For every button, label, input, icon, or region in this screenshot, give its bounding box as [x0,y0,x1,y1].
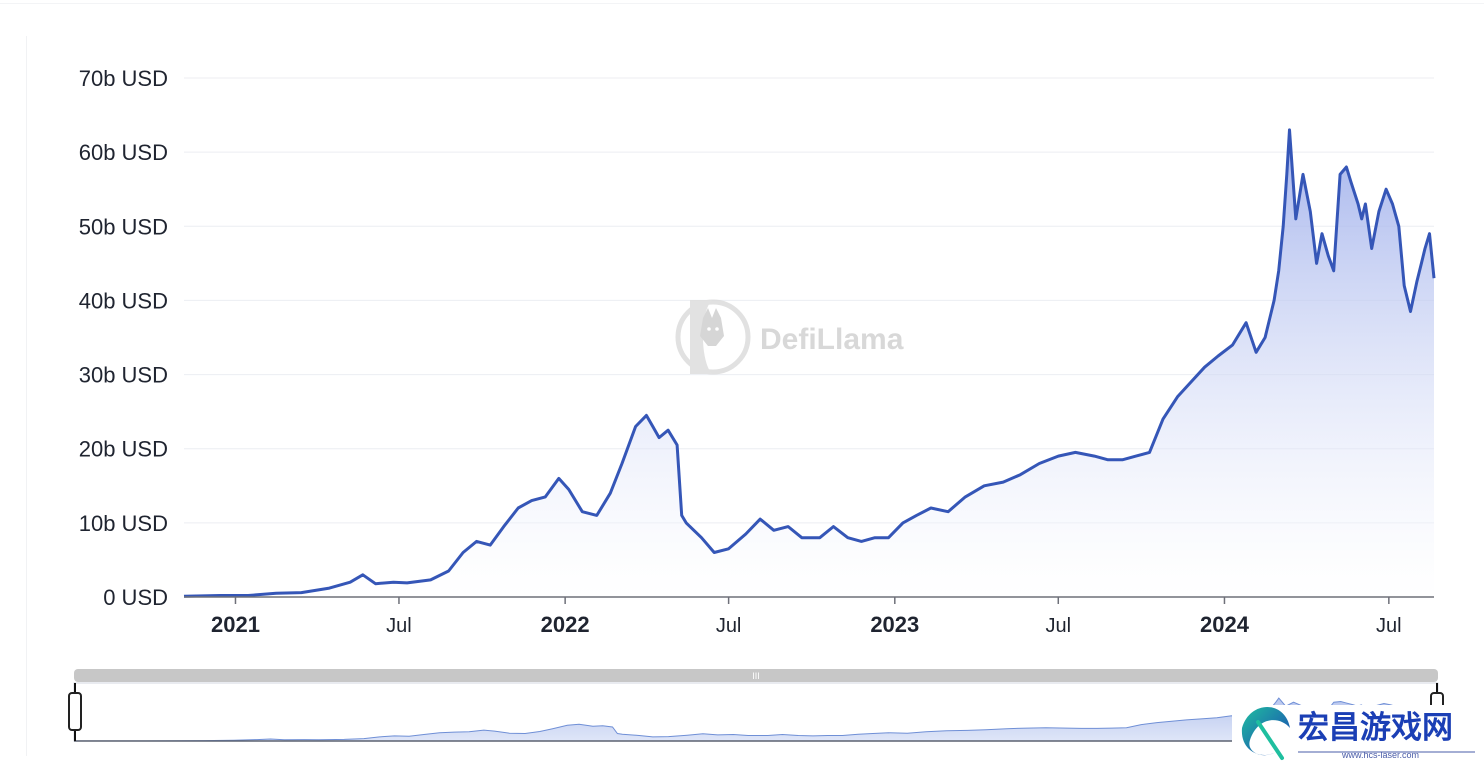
promo-url: www.hcs-laser.com [1341,750,1419,760]
y-tick-label: 0 USD [103,585,168,610]
y-tick-label: 30b USD [79,363,168,388]
slider-preview-area [75,697,1437,742]
y-tick-label: 10b USD [79,511,168,536]
llama-logo-icon [675,299,751,375]
watermark-text: DefiLlama [760,323,904,356]
slider-left-handle[interactable] [68,683,82,741]
y-tick-label: 50b USD [79,214,168,239]
y-tick-label: 70b USD [79,66,168,91]
slider-move-bar[interactable] [74,669,1438,682]
promo-logo-icon [1241,707,1290,760]
defillama-watermark: DefiLlama [675,299,904,375]
site-promo-watermark: 宏昌游戏网 www.hcs-laser.com [1232,705,1482,765]
x-tick-label: 2022 [541,612,590,637]
x-tick-label: Jul [1376,615,1402,637]
x-tick-label: Jul [716,615,742,637]
x-axis: 2021 Jul 2022 Jul 2023 Jul 2024 Jul [211,597,1402,637]
x-tick-label: Jul [1045,615,1071,637]
promo-title: 宏昌游戏网 [1298,710,1453,745]
y-tick-label: 60b USD [79,140,168,165]
slider-grip-icon: III [752,671,760,681]
chart-card [26,36,1484,756]
y-tick-label: 20b USD [79,437,168,462]
x-tick-label: 2021 [211,612,260,637]
y-tick-label: 40b USD [79,288,168,313]
x-tick-label: 2024 [1200,612,1250,637]
top-divider [0,3,1484,4]
x-tick-label: Jul [386,615,412,637]
tvl-series-line [183,128,1436,598]
x-tick-label: 2023 [870,612,919,637]
y-axis: 0 USD 10b USD 20b USD 30b USD 40b USD 50b USD… [79,66,168,610]
tvl-area-fill [184,129,1434,597]
